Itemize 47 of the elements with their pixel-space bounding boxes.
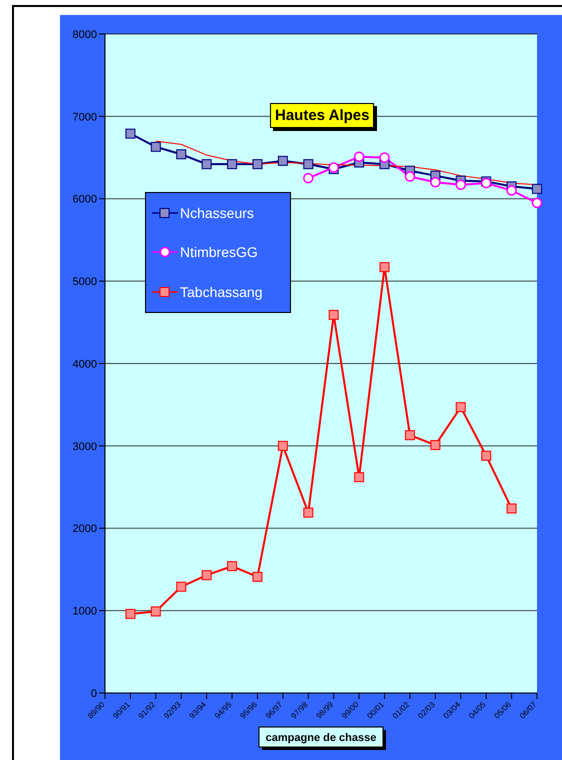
- point: [125, 128, 136, 139]
- point: [252, 159, 262, 170]
- point: [303, 159, 314, 170]
- point: [202, 159, 212, 170]
- y-tick-label: 7000: [72, 111, 97, 124]
- point: [125, 608, 136, 619]
- y-tick-label: 1000: [72, 606, 97, 618]
- point: [303, 172, 314, 184]
- point: [456, 179, 466, 190]
- point: [430, 177, 441, 188]
- y-tick-label: 5000: [72, 276, 97, 288]
- point: [150, 606, 161, 616]
- point: [252, 572, 262, 582]
- point: [380, 262, 390, 272]
- y-tick-label: 6000: [72, 194, 97, 206]
- y-tick-label: 2000: [72, 523, 97, 536]
- point: [430, 440, 440, 450]
- legend-label: Tabchassang: [180, 284, 263, 300]
- point: [506, 185, 517, 196]
- text: Hautes Alpes: [270, 103, 374, 128]
- point: [404, 171, 416, 182]
- point: [176, 149, 186, 160]
- point: [379, 152, 390, 163]
- point: [328, 310, 339, 320]
- y-tick-label: 0: [90, 688, 97, 700]
- point: [354, 472, 364, 482]
- point: [278, 156, 288, 166]
- point: [532, 184, 542, 194]
- point: [278, 440, 288, 451]
- point: [456, 402, 466, 412]
- point: [481, 450, 492, 461]
- point: [227, 561, 238, 572]
- point: [354, 151, 364, 162]
- point: [202, 570, 212, 580]
- point: [150, 142, 161, 152]
- point: [506, 503, 517, 514]
- legend-label: Nchasseurs: [180, 204, 254, 221]
- y-tick-label: 4000: [72, 358, 97, 370]
- point: [227, 159, 238, 170]
- point: [532, 198, 542, 208]
- y-tick-label: 8000: [72, 28, 97, 41]
- point: [176, 582, 186, 592]
- point: [404, 430, 415, 440]
- y-tick-label: 3000: [72, 440, 97, 453]
- point: [303, 508, 314, 518]
- x-axis-title: campagne de chasse: [266, 732, 376, 744]
- legend-label: NtimbresGG: [180, 244, 258, 260]
